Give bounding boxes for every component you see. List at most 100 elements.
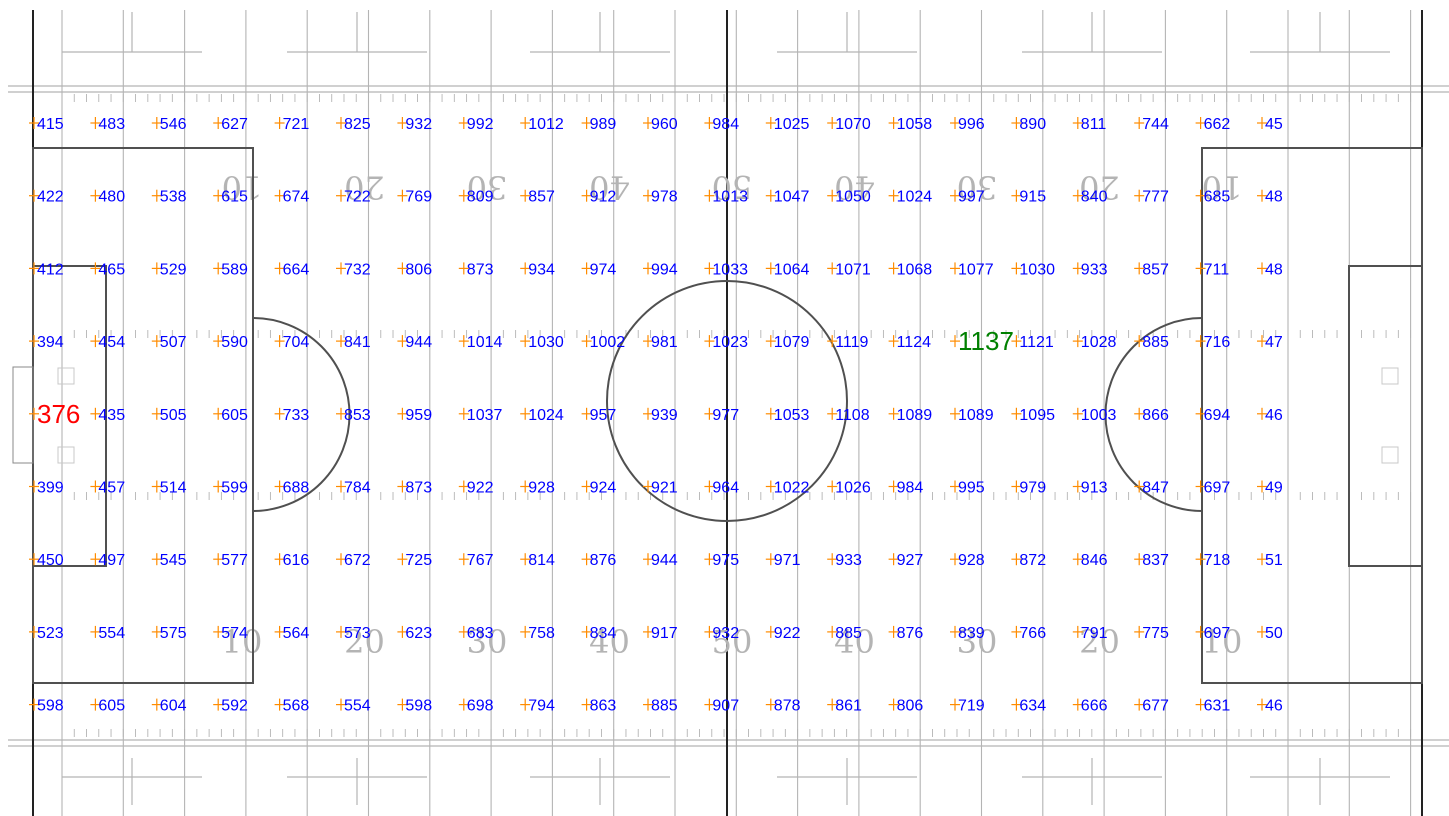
cell-value: 634 [1019,698,1046,715]
cell-value: 944 [405,334,432,351]
cell-value: 837 [1142,552,1169,569]
cell-value: 589 [221,261,248,278]
cell-value: 984 [712,116,739,133]
cell-value: 718 [1204,552,1231,569]
cell-value: 664 [283,261,310,278]
square-marker [1381,367,1399,385]
cell-value: 866 [1142,407,1169,424]
cell-value: 590 [221,334,248,351]
square-marker [57,367,75,385]
penalty-arc-left [252,317,351,512]
cell-value: 814 [528,552,555,569]
cell-value: 932 [712,625,739,642]
cell-value: 722 [344,189,371,206]
cell-value: 505 [160,407,187,424]
cell-value: 45 [1265,116,1283,133]
cell-value: 924 [590,480,617,497]
cell-value: 46 [1265,407,1283,424]
cell-value: 964 [712,480,739,497]
cell-value: 577 [221,552,248,569]
cell-value: 758 [528,625,555,642]
cell-value: 1070 [835,116,871,133]
cell-value: 989 [590,116,617,133]
cell-value: 399 [37,480,64,497]
cell-value: 1012 [528,116,564,133]
cell-value: 834 [590,625,617,642]
cell-value: 915 [1019,189,1046,206]
cell-value: 598 [405,698,432,715]
cell-value: 913 [1081,480,1108,497]
cell-value: 847 [1142,480,1169,497]
cell-value: 1037 [467,407,503,424]
cell-value: 872 [1019,552,1046,569]
cell-value: 885 [1142,334,1169,351]
cell-value: 932 [405,116,432,133]
cell-value: 685 [1204,189,1231,206]
cell-value: 777 [1142,189,1169,206]
cell-value: 704 [283,334,310,351]
yard-numbers: 10 20 30 40 50 40 30 20 10 10 20 30 40 50 40 30 20 10 [222,168,1243,661]
cell-value: 732 [344,261,371,278]
yard-number-bottom: 30 [957,623,998,661]
cell-value: 1024 [528,407,564,424]
cell-value: 927 [897,552,924,569]
yard-number-bottom: 10 [222,623,263,661]
cell-value: 840 [1081,189,1108,206]
yard-number-top: 20 [1079,168,1120,206]
cell-value: 574 [221,625,248,642]
cell-value: 415 [37,116,64,133]
cell-value: 806 [897,698,924,715]
cell-value: 994 [651,261,678,278]
cell-value: 878 [774,698,801,715]
cell-value: 48 [1265,261,1283,278]
cell-value: 825 [344,116,371,133]
yard-number-top: 50 [712,168,753,206]
cell-value: 922 [774,625,801,642]
cell-value: 1033 [712,261,748,278]
cell-value: 465 [98,261,125,278]
cell-value: 794 [528,698,555,715]
yard-number-bottom: 20 [344,623,385,661]
cell-value: 592 [221,698,248,715]
yard-number-top: 30 [467,168,508,206]
cell-value: 996 [958,116,985,133]
cell-value: 744 [1142,116,1169,133]
penalty-arc-right [1104,317,1203,512]
cell-value: 971 [774,552,801,569]
cell-value: 885 [651,698,678,715]
cell-value: 507 [160,334,187,351]
cell-value: 1124 [897,334,932,351]
cell-value: 1024 [897,189,933,206]
yard-number-top: 40 [589,168,630,206]
cell-value: 1023 [712,334,748,351]
cell-value: 435 [98,407,125,424]
cell-value: 573 [344,625,371,642]
cell-value: 853 [344,407,371,424]
cell-value: 1053 [774,407,810,424]
cell-value: 666 [1081,698,1108,715]
cell-value: 975 [712,552,739,569]
cell-value: 554 [344,698,371,715]
cell-value: 885 [835,625,862,642]
cell-value: 523 [37,625,64,642]
cell-value: 615 [221,189,248,206]
cell-value: 784 [344,480,371,497]
goal-area-right [1348,265,1423,567]
cell-value: 716 [1204,334,1231,351]
cell-value: 981 [651,334,678,351]
cell-value: 839 [958,625,985,642]
cell-value: 575 [160,625,187,642]
cell-value: 939 [651,407,678,424]
cell-value: 627 [221,116,248,133]
yard-number-bottom: 40 [589,623,630,661]
cell-value: 933 [1081,261,1108,278]
cell-value: 917 [651,625,678,642]
cell-value: 766 [1019,625,1046,642]
cell-value: 907 [712,698,739,715]
cell-value: 809 [467,189,494,206]
cell-value: 721 [283,116,310,133]
value-grid: 415 483 546 627 721 825 932 992 1012 989 960 984 102… [29,116,1283,715]
cell-value: 1089 [958,407,994,424]
yard-number-top: 10 [222,168,263,206]
cell-value: 1050 [835,189,871,206]
